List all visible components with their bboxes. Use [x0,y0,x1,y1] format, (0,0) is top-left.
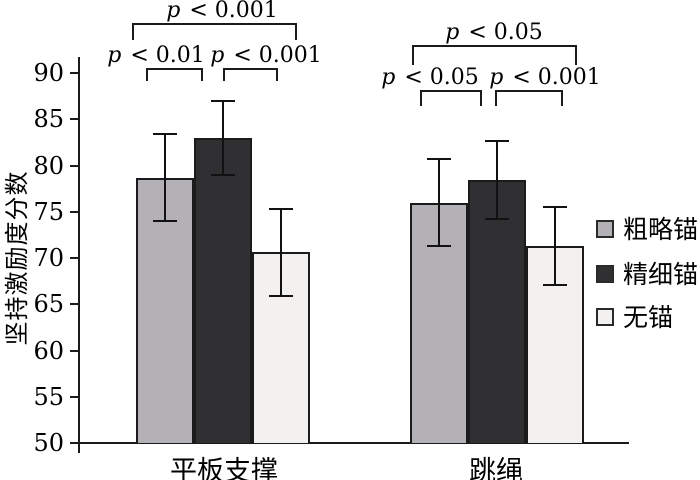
y-tick-label: 60 [33,336,64,365]
error-cap-bottom [543,283,567,286]
significance-bracket [132,23,297,40]
legend-label: 精细锚 [623,260,699,289]
error-bar-group2-series2 [496,141,498,220]
p-value-label: p < 0.05 [381,65,479,90]
error-bar-group1-series2 [222,100,224,175]
p-value-label: p < 0.05 [445,20,543,45]
x-category-label: 平板支撑 [170,456,278,480]
x-axis-line [70,442,629,444]
y-tick-label: 80 [33,151,64,180]
p-value-label: p < 0.001 [166,0,278,23]
y-tick-label: 50 [33,429,64,457]
error-cap-top [211,99,235,102]
error-cap-bottom [485,218,509,221]
y-axis-tick [70,303,79,306]
y-tick-label: 55 [33,382,64,411]
error-cap-top [543,206,567,209]
error-cap-bottom [427,244,451,247]
y-axis-tick [70,118,79,121]
bar-series2-group1 [194,137,252,443]
y-tick-label: 85 [33,105,64,134]
error-bar-group2-series3 [554,207,556,285]
significance-bracket [412,45,577,65]
y-axis-tick [70,72,79,74]
p-value-label: p < 0.01 [107,43,205,68]
y-axis-line [78,57,80,453]
legend-label: 粗略锚 [623,215,699,244]
significance-bracket [495,90,563,106]
error-cap-top [485,140,509,143]
significance-bracket [223,68,278,81]
significance-bracket [420,90,482,106]
p-value-label: p < 0.001 [489,65,601,90]
error-cap-bottom [269,294,293,297]
y-axis-tick [70,164,79,167]
legend-swatch [596,220,614,238]
error-bar-group2-series1 [438,159,440,246]
legend-swatch [596,265,614,283]
error-bar-group1-series1 [164,134,166,221]
y-axis-tick [70,349,79,352]
y-axis-tick [70,442,79,444]
error-cap-bottom [153,220,177,222]
legend-swatch [596,308,614,326]
legend-label: 无锚 [623,303,674,332]
x-category-label: 跳绳 [469,456,523,480]
error-cap-bottom [211,173,235,176]
error-cap-top [427,158,451,161]
p-value-label: p < 0.001 [210,43,322,68]
significance-bracket [146,68,203,81]
y-axis-tick [70,210,79,213]
y-tick-label: 65 [33,290,64,319]
error-cap-top [153,133,177,136]
error-bar-group1-series3 [280,208,282,296]
y-tick-label: 90 [33,59,64,87]
y-axis-tick [70,395,79,398]
error-cap-top [269,207,293,210]
y-tick-label: 70 [33,244,64,272]
y-axis-tick [70,257,79,259]
y-tick-label: 75 [33,197,64,226]
